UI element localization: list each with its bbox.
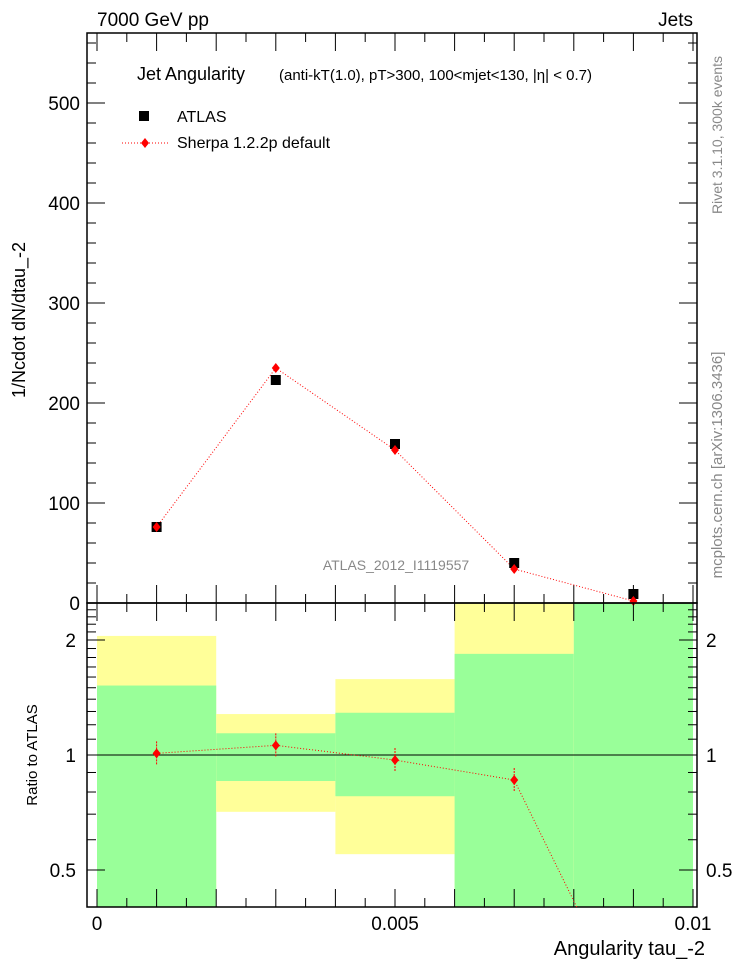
y-tick-label: 300 xyxy=(48,294,80,315)
ratio-y-tick-label: 1 xyxy=(65,746,76,767)
x-tick-label: 0 xyxy=(92,914,103,935)
ratio-y-tick-label-right: 1 xyxy=(706,746,717,767)
y-tick-label: 0 xyxy=(69,594,80,615)
green-band-bin xyxy=(97,685,217,907)
y-tick-label: 500 xyxy=(48,94,80,115)
chart-title: Jet Angularity xyxy=(137,64,245,84)
y-tick-label: 200 xyxy=(48,394,80,415)
ratio-panel: 0.5 0.5 1 1 2 2 0 0.005 0.01 xyxy=(50,602,732,935)
header-right: Jets xyxy=(658,10,693,31)
ratio-y-axis-label: Ratio to ATLAS xyxy=(24,704,41,805)
ratio-y-tick-label: 0.5 xyxy=(50,861,76,882)
x-tick-label: 0.01 xyxy=(675,914,712,935)
ratio-y-tick-label-right: 2 xyxy=(706,631,717,652)
ratio-point xyxy=(510,775,519,786)
y-tick-label: 100 xyxy=(48,494,80,515)
chart-subtitle: (anti-kT(1.0), pT>300, 100<mjet<130, |η|… xyxy=(279,67,592,84)
y-tick-label: 400 xyxy=(48,194,80,215)
rivet-version: Rivet 3.1.10, 300k events xyxy=(709,56,725,214)
atlas-point xyxy=(509,558,520,568)
header-left: 7000 GeV pp xyxy=(97,10,209,31)
atlas-point xyxy=(390,439,400,449)
ratio-point xyxy=(271,740,280,751)
ratio-y-tick-label-right: 0.5 xyxy=(706,861,732,882)
analysis-watermark: ATLAS_2012_I1119557 xyxy=(323,557,470,573)
legend-marker-atlas xyxy=(139,111,149,121)
sherpa-point xyxy=(391,445,399,455)
legend-label-sherpa: Sherpa 1.2.2p default xyxy=(177,135,331,152)
atlas-point xyxy=(270,375,281,385)
ratio-point xyxy=(391,755,399,766)
legend-marker-sherpa xyxy=(141,138,149,148)
x-tick-label: 0.005 xyxy=(371,914,419,935)
x-axis-label: Angularity tau_-2 xyxy=(554,938,705,960)
atlas-point xyxy=(628,589,639,599)
y-axis-label: 1/Ncdot dN/dtau_-2 xyxy=(9,242,30,398)
main-panel: 100 200 300 400 500 0 xyxy=(48,32,698,615)
sherpa-point xyxy=(271,363,280,373)
sherpa-point xyxy=(152,522,161,532)
mcplots-reference: mcplots.cern.ch [arXiv:1306.3436] xyxy=(709,352,726,579)
ratio-point xyxy=(152,748,161,759)
legend-label-atlas: ATLAS xyxy=(177,109,227,126)
sherpa-line xyxy=(156,367,634,602)
sherpa-point xyxy=(510,564,519,574)
ratio-y-tick-label: 2 xyxy=(65,631,76,652)
